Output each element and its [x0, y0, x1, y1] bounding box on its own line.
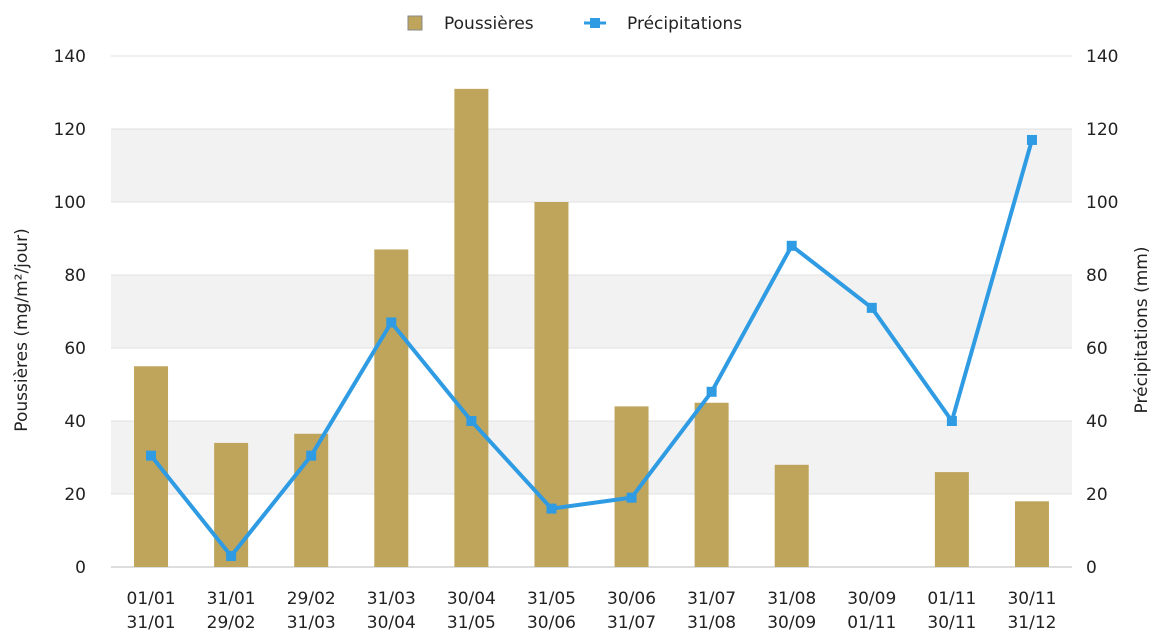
grid-band — [111, 421, 1072, 494]
y-tick-label: 20 — [64, 485, 86, 505]
x-tick-label: 30/09 01/11 — [847, 589, 896, 633]
x-tick-label: 31/07 31/08 — [687, 589, 736, 633]
precipitation-line — [146, 134, 1037, 562]
y-tick-label: 40 — [64, 412, 86, 432]
bar-poussieres[interactable] — [1014, 501, 1049, 567]
point-precipitations[interactable] — [386, 317, 397, 328]
grid-band — [111, 275, 1072, 348]
point-precipitations[interactable] — [626, 492, 637, 503]
legend-label-poussieres[interactable]: Poussières — [444, 14, 534, 34]
x-tick-label: 30/04 31/05 — [447, 589, 496, 633]
right-axis-ticks: 0 20 40 60 80 100 120 140 — [1086, 47, 1118, 578]
point-precipitations[interactable] — [146, 450, 157, 461]
y-tick-label: 100 — [54, 193, 86, 213]
x-tick-label: 31/05 30/06 — [527, 589, 576, 633]
point-precipitations[interactable] — [866, 302, 877, 313]
point-precipitations[interactable] — [466, 416, 477, 426]
legend: Poussières Précipitations — [407, 14, 742, 34]
gridlines — [111, 55, 1072, 568]
point-precipitations[interactable] — [786, 240, 797, 251]
grid-bands — [111, 129, 1072, 494]
y-tick-label: 60 — [64, 339, 86, 359]
y2-tick-label: 80 — [1086, 266, 1108, 286]
point-precipitations[interactable] — [226, 551, 237, 562]
bar-poussieres[interactable] — [454, 88, 489, 567]
bar-poussieres[interactable] — [374, 249, 409, 567]
y-tick-label: 80 — [64, 266, 86, 286]
y2-tick-label: 120 — [1086, 120, 1118, 140]
y-axis-title: Poussières (mg/m²/jour) — [12, 228, 32, 431]
y2-tick-label: 0 — [1086, 558, 1097, 578]
x-tick-label: 31/08 30/09 — [767, 589, 816, 633]
bar-poussieres[interactable] — [694, 402, 729, 567]
point-precipitations[interactable] — [306, 450, 317, 461]
bar-poussieres[interactable] — [614, 406, 649, 567]
grid-band — [111, 129, 1072, 202]
x-tick-label: 01/11 30/11 — [927, 589, 976, 633]
x-tick-label: 31/03 30/04 — [367, 589, 416, 633]
x-tick-label: 01/01 31/01 — [127, 589, 176, 633]
bar-poussieres[interactable] — [934, 472, 969, 567]
x-tick-label: 31/01 29/02 — [207, 589, 256, 633]
line-precipitations — [149, 139, 1034, 559]
point-precipitations[interactable] — [1026, 134, 1037, 145]
legend-label-precipitations[interactable]: Précipitations — [627, 14, 742, 34]
point-precipitations[interactable] — [946, 416, 957, 426]
bar-poussieres[interactable] — [774, 464, 809, 567]
point-precipitations[interactable] — [706, 386, 717, 397]
legend-swatch-poussieres[interactable] — [407, 15, 423, 31]
bar-poussieres[interactable] — [214, 442, 249, 567]
y2-tick-label: 60 — [1086, 339, 1108, 359]
y2-axis-title: Précipitations (mm) — [1132, 247, 1152, 414]
y-tick-label: 120 — [54, 120, 86, 140]
x-tick-label: 30/11 31/12 — [1007, 589, 1056, 633]
x-axis-ticks: 01/01 31/01 31/01 29/02 29/02 31/03 31/03 30/04… — [127, 589, 1057, 633]
y2-tick-label: 100 — [1086, 193, 1118, 213]
y2-tick-label: 140 — [1086, 47, 1118, 67]
left-axis-ticks: 0 20 40 60 80 100 120 140 — [54, 47, 86, 578]
point-precipitations[interactable] — [546, 503, 557, 514]
y2-tick-label: 40 — [1086, 412, 1108, 432]
y-tick-label: 0 — [75, 558, 86, 578]
legend-marker-precipitations[interactable] — [590, 18, 600, 28]
y2-tick-label: 20 — [1086, 485, 1108, 505]
y-tick-label: 140 — [54, 47, 86, 67]
bars — [134, 88, 1049, 567]
bar-poussieres[interactable] — [134, 366, 169, 567]
x-tick-label: 30/06 31/07 — [607, 589, 656, 633]
x-tick-label: 29/02 31/03 — [287, 589, 336, 633]
